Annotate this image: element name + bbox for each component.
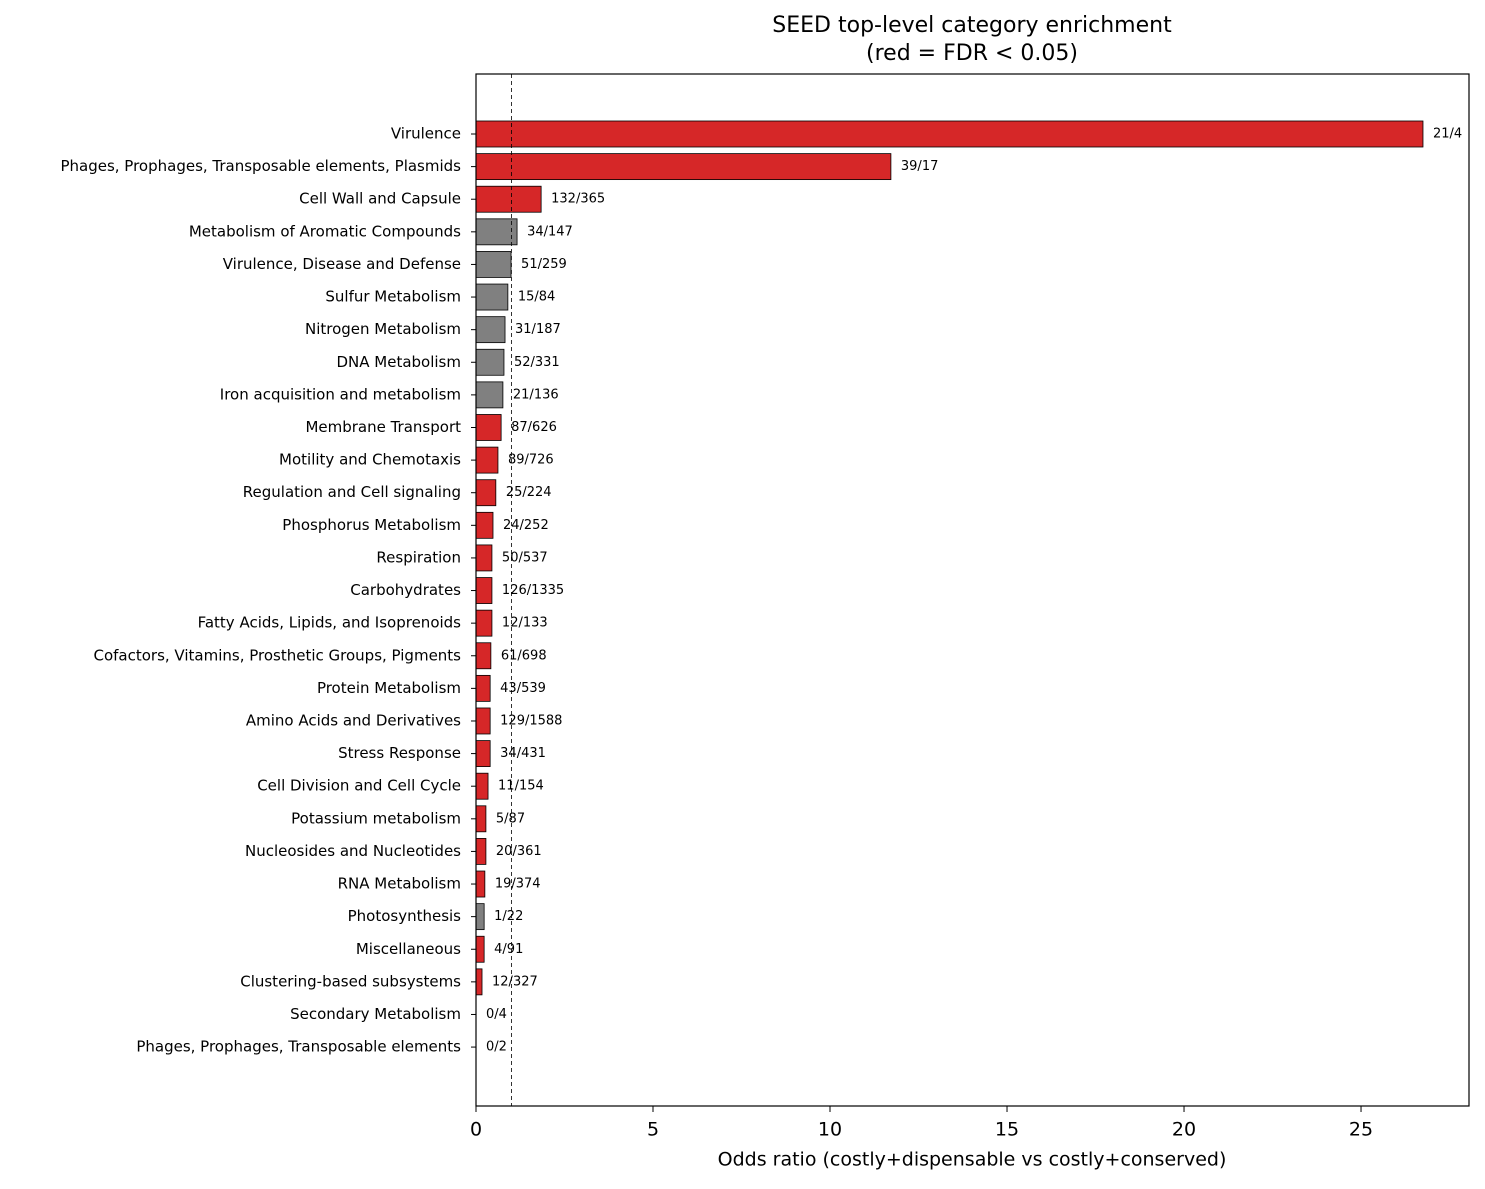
bar-label: 21/136	[513, 387, 559, 402]
y-tick-label: Carbohydrates	[350, 581, 461, 599]
bar	[475, 185, 542, 213]
chart-subtitle: (red = FDR < 0.05)	[866, 41, 1078, 66]
bar-label: 34/147	[527, 224, 573, 239]
bar-label: 31/187	[515, 322, 561, 337]
bar-label: 34/431	[500, 746, 546, 761]
bar-label: 43/539	[500, 681, 546, 696]
y-tick-label: Nucleosides and Nucleotides	[245, 842, 461, 860]
bar-label: 132/365	[551, 192, 605, 207]
bar	[475, 674, 491, 702]
bar-label: 24/252	[503, 518, 549, 533]
bar	[475, 283, 509, 311]
y-tick-label: DNA Metabolism	[336, 353, 461, 371]
y-tick-label: Protein Metabolism	[317, 679, 461, 697]
x-tick-label: 15	[995, 1119, 1019, 1141]
y-tick-label: Cofactors, Vitamins, Prosthetic Groups, …	[93, 646, 461, 664]
bar-label: 126/1335	[502, 583, 564, 598]
x-axis-label: Odds ratio (costly+dispensable vs costly…	[718, 1149, 1227, 1171]
y-tick-label: Phages, Prophages, Transposable elements…	[60, 157, 461, 175]
y-tick-label: Amino Acids and Derivatives	[246, 711, 461, 729]
y-tick-label: Metabolism of Aromatic Compounds	[189, 222, 461, 240]
bar	[475, 772, 489, 800]
y-tick-label: Cell Division and Cell Cycle	[257, 777, 461, 795]
y-tick-label: Phages, Prophages, Transposable elements	[136, 1038, 461, 1056]
bar	[475, 251, 512, 278]
bar	[475, 120, 1424, 148]
bar	[475, 153, 892, 181]
bar	[475, 446, 499, 474]
bar-label: 20/361	[496, 844, 542, 859]
y-tick-label: Iron acquisition and metabolism	[220, 385, 461, 403]
bar	[475, 544, 493, 572]
y-tick-label: Membrane Transport	[305, 418, 461, 436]
bar	[475, 805, 487, 833]
bar	[475, 968, 483, 996]
bar	[475, 414, 502, 441]
bar-label: 5/87	[496, 811, 525, 826]
bar-label: 129/1588	[500, 713, 562, 728]
plot-frame	[475, 73, 1470, 1107]
bar-label: 4/91	[494, 942, 523, 957]
bar-label: 50/537	[502, 550, 548, 565]
bar	[475, 316, 506, 344]
y-tick-label: Phosphorus Metabolism	[282, 516, 461, 534]
bar-label: 15/84	[518, 290, 555, 305]
bar-label: 12/327	[492, 974, 538, 989]
chart-title: SEED top-level category enrichment	[772, 13, 1172, 38]
y-tick-label: RNA Metabolism	[338, 875, 461, 893]
y-tick-label: Cell Wall and Capsule	[299, 190, 461, 208]
bar	[475, 381, 504, 409]
bar-label: 21/4	[1433, 127, 1462, 142]
bar	[475, 511, 494, 539]
bar-label: 0/4	[486, 1007, 507, 1022]
bar-label: 12/133	[502, 616, 548, 631]
y-tick-label: Regulation and Cell signaling	[243, 483, 461, 501]
bar	[475, 642, 492, 670]
x-tick-label: 20	[1172, 1119, 1196, 1141]
bar	[475, 577, 493, 604]
y-tick-label: Clustering-based subsystems	[240, 972, 461, 990]
bar-label: 89/726	[508, 453, 554, 468]
bar-label: 61/698	[501, 648, 547, 663]
bar-label: 11/154	[498, 779, 544, 794]
y-tick-label: Secondary Metabolism	[290, 1005, 461, 1023]
y-tick-label: Stress Response	[338, 744, 461, 762]
y-tick-label: Respiration	[376, 548, 461, 566]
bar	[475, 903, 485, 931]
y-tick-label: Potassium metabolism	[291, 809, 461, 827]
bar-label: 39/17	[901, 159, 938, 174]
y-tick-label: Fatty Acids, Lipids, and Isoprenoids	[198, 614, 462, 632]
bar	[475, 935, 485, 963]
bar	[475, 348, 505, 376]
x-tick-label: 25	[1349, 1119, 1373, 1141]
bar	[475, 707, 491, 735]
bar-label: 51/259	[521, 257, 567, 272]
bar-label: 1/22	[494, 909, 523, 924]
bar-label: 0/2	[486, 1040, 507, 1055]
y-tick-label: Motility and Chemotaxis	[279, 451, 461, 469]
bar	[475, 609, 493, 637]
bar-label: 25/224	[506, 485, 552, 500]
y-tick-label: Photosynthesis	[348, 907, 462, 925]
y-tick-label: Virulence	[391, 125, 461, 143]
bar	[475, 870, 486, 898]
bar	[475, 479, 497, 507]
bar-label: 52/331	[514, 355, 560, 370]
y-tick-label: Miscellaneous	[356, 940, 461, 958]
bar	[475, 740, 491, 767]
x-tick-label: 0	[470, 1119, 482, 1141]
bar	[475, 838, 487, 865]
bar-label: 19/374	[495, 877, 541, 892]
y-tick-label: Sulfur Metabolism	[325, 288, 461, 306]
x-tick-label: 10	[818, 1119, 842, 1141]
y-tick-label: Nitrogen Metabolism	[305, 320, 461, 338]
bar-label: 87/626	[511, 420, 557, 435]
x-tick-label: 5	[647, 1119, 659, 1141]
bar	[475, 218, 518, 246]
y-tick-label: Virulence, Disease and Defense	[223, 255, 461, 273]
